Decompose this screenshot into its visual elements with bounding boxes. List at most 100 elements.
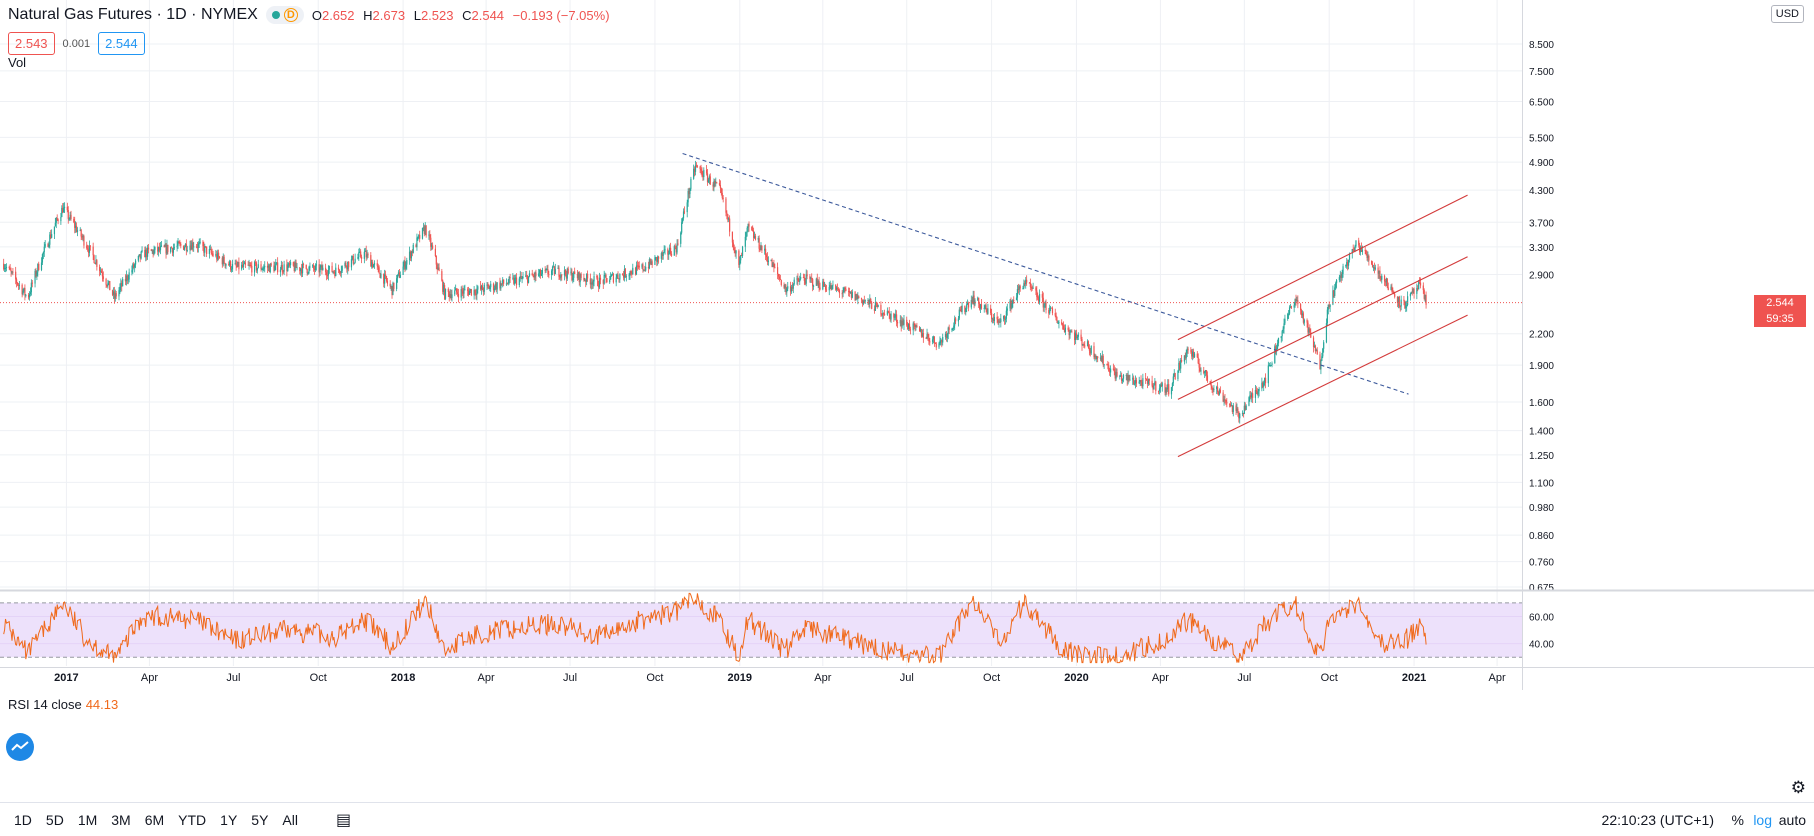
candle bbox=[754, 233, 757, 241]
candle bbox=[611, 271, 614, 276]
candle bbox=[301, 260, 304, 278]
candle bbox=[660, 251, 662, 263]
clock-readout[interactable]: 22:10:23 (UTC+1) bbox=[1601, 811, 1714, 828]
candle bbox=[1064, 324, 1066, 336]
range-5y[interactable]: 5Y bbox=[251, 811, 269, 828]
candle bbox=[690, 176, 692, 191]
range-3m[interactable]: 3M bbox=[111, 811, 131, 828]
symbol-title[interactable]: Natural Gas Futures · 1D · NYMEX bbox=[8, 6, 258, 23]
range-all[interactable]: All bbox=[282, 811, 298, 828]
candle bbox=[428, 231, 430, 240]
candle bbox=[35, 267, 37, 278]
candle-body bbox=[1258, 388, 1260, 392]
candle bbox=[1321, 352, 1323, 362]
candle-body bbox=[1029, 282, 1031, 287]
buy-button[interactable]: 2.544 bbox=[98, 32, 145, 55]
candle bbox=[610, 272, 612, 280]
candle bbox=[851, 289, 853, 299]
candle-body bbox=[657, 256, 659, 262]
candle-body bbox=[751, 226, 753, 231]
candle bbox=[307, 271, 309, 275]
candle-body bbox=[167, 244, 169, 252]
candle bbox=[373, 260, 376, 269]
candle-body bbox=[1307, 322, 1309, 333]
candle bbox=[1277, 337, 1280, 347]
range-5d[interactable]: 5D bbox=[45, 811, 64, 828]
candle-body bbox=[331, 265, 333, 273]
range-1d[interactable]: 1D bbox=[14, 811, 32, 828]
candle bbox=[700, 164, 702, 175]
candle bbox=[229, 259, 231, 267]
candle-body bbox=[965, 308, 967, 312]
range-1m[interactable]: 1M bbox=[77, 811, 98, 828]
candle-body bbox=[67, 210, 69, 219]
candle-body bbox=[1015, 297, 1018, 301]
volume-label[interactable]: Vol bbox=[8, 55, 27, 70]
candle-body bbox=[158, 247, 160, 252]
candle-body bbox=[170, 247, 173, 249]
candle-body bbox=[366, 254, 368, 258]
candle-body bbox=[987, 308, 989, 314]
chart-canvas[interactable]: 2017 Apr Jul Oct 2018 Apr Jul Oct 2019 Apr Jul Oct 2… bbox=[0, 0, 1814, 802]
candle-body bbox=[198, 242, 200, 244]
candle bbox=[132, 262, 134, 274]
candle-body bbox=[1022, 288, 1024, 290]
candle-body bbox=[1109, 371, 1111, 373]
candle bbox=[404, 256, 406, 273]
candle bbox=[1425, 291, 1427, 309]
candle bbox=[314, 263, 317, 273]
x-tick-label: Apr bbox=[1152, 672, 1169, 684]
calendar-icon[interactable]: ▤ bbox=[335, 811, 352, 829]
candle-body bbox=[1129, 379, 1131, 381]
candle-body bbox=[241, 264, 244, 267]
candle-body bbox=[873, 308, 876, 311]
candle bbox=[1077, 332, 1079, 341]
candle bbox=[53, 226, 56, 240]
candle-body bbox=[1048, 310, 1050, 314]
candle bbox=[195, 244, 198, 249]
candle bbox=[1342, 263, 1344, 278]
tradingview-logo-icon[interactable] bbox=[6, 733, 34, 761]
candle-body bbox=[1256, 391, 1258, 395]
candle-body bbox=[624, 269, 627, 277]
bottom-toolbar: 1D 5D 1M 3M 6M YTD 1Y 5Y All ▤ 22:10:23 … bbox=[0, 802, 1814, 836]
log-toggle[interactable]: log bbox=[1753, 811, 1772, 828]
auto-toggle[interactable]: auto bbox=[1778, 811, 1806, 828]
candle bbox=[836, 286, 838, 293]
candle bbox=[791, 282, 793, 292]
candle bbox=[1256, 387, 1258, 396]
candle bbox=[1255, 386, 1257, 395]
currency-badge[interactable]: USD bbox=[1770, 5, 1804, 23]
candle-body bbox=[1151, 380, 1153, 386]
candle-body bbox=[364, 250, 366, 252]
range-ytd[interactable]: YTD bbox=[178, 811, 207, 828]
candle-body bbox=[1243, 405, 1245, 414]
x-tick-label: Jul bbox=[1237, 672, 1251, 684]
candle-body bbox=[764, 248, 766, 251]
candle-body bbox=[576, 273, 579, 279]
sell-button[interactable]: 2.543 bbox=[8, 32, 55, 55]
percent-toggle[interactable]: % bbox=[1731, 811, 1744, 828]
gear-icon[interactable]: ⚙ bbox=[1790, 778, 1806, 797]
range-1y[interactable]: 1Y bbox=[220, 811, 238, 828]
range-6m[interactable]: 6M bbox=[144, 811, 165, 828]
candle bbox=[1157, 390, 1160, 395]
rsi-legend[interactable]: RSI 14 close 44.13 bbox=[8, 697, 118, 712]
candle bbox=[57, 218, 59, 225]
candle bbox=[408, 246, 411, 265]
candle bbox=[586, 270, 589, 282]
candle bbox=[345, 260, 347, 268]
candle bbox=[785, 283, 787, 295]
candle-body bbox=[12, 271, 14, 273]
candle bbox=[27, 292, 30, 300]
candle bbox=[579, 273, 581, 288]
candle bbox=[483, 282, 485, 295]
candle-body bbox=[777, 273, 780, 277]
candle-body bbox=[811, 278, 813, 280]
candle bbox=[1185, 349, 1187, 364]
candle-body bbox=[357, 257, 359, 259]
candle-body bbox=[651, 261, 653, 265]
candle-body bbox=[900, 320, 902, 327]
candle-body bbox=[469, 289, 472, 291]
candle-body bbox=[1132, 377, 1134, 380]
